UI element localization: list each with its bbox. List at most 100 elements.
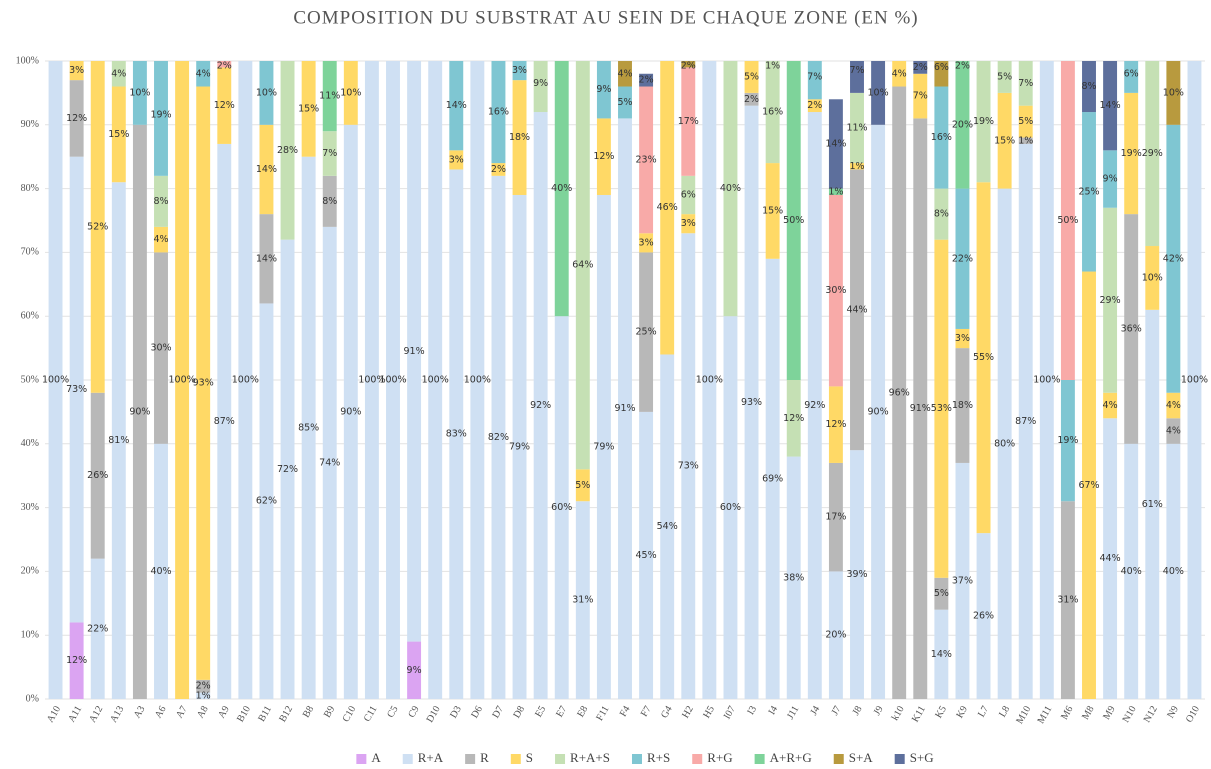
x-tick-label: M8 — [1080, 704, 1096, 722]
x-tick-label: D7 — [490, 704, 506, 720]
data-label: 40% — [1121, 566, 1142, 577]
y-tick-label: 40% — [21, 438, 39, 449]
data-label: 4% — [196, 68, 211, 79]
x-tick-label: A9 — [216, 704, 232, 720]
x-tick-label: I07 — [722, 704, 738, 721]
data-label: 4% — [111, 68, 126, 79]
bar-segment — [259, 124, 274, 215]
data-label: 73% — [678, 461, 699, 472]
bar-segment — [196, 86, 211, 680]
bar-segment — [259, 303, 274, 699]
bar-segment — [1166, 443, 1181, 699]
x-tick-label: L7 — [976, 704, 991, 719]
x-tick-label: B9 — [322, 704, 337, 720]
data-label: 5% — [575, 480, 590, 491]
legend-swatch — [833, 754, 844, 764]
y-tick-label: 70% — [21, 247, 39, 258]
data-label: 3% — [69, 65, 84, 76]
bar-segment — [217, 67, 232, 144]
bar-segment — [322, 61, 337, 132]
data-label: 79% — [509, 441, 530, 452]
bar-segment — [786, 456, 801, 699]
bar-segment — [343, 61, 358, 125]
data-label: 100% — [1181, 375, 1208, 386]
data-label: 53% — [931, 403, 952, 414]
bar-segment — [1166, 124, 1181, 393]
legend-swatch — [894, 754, 905, 764]
x-tick-label: D8 — [511, 704, 527, 720]
data-label: 90% — [129, 406, 150, 417]
bar-segment — [618, 86, 632, 119]
bar-segment — [976, 533, 991, 699]
bar-segment — [807, 99, 822, 113]
x-tick-label: B11 — [256, 704, 274, 724]
data-label: 14% — [446, 100, 467, 111]
bar-segment — [850, 169, 864, 451]
x-tick-label: N10 — [1121, 704, 1139, 724]
bar-segment — [997, 61, 1012, 93]
data-label: 100% — [1033, 375, 1060, 386]
x-tick-label: N12 — [1142, 704, 1160, 724]
bar-segment — [196, 679, 211, 693]
x-tick-label: C9 — [406, 704, 421, 720]
y-tick-label: 80% — [21, 183, 39, 194]
bar-segment — [301, 156, 316, 699]
data-label: 80% — [994, 438, 1015, 449]
data-label: 15% — [994, 135, 1015, 146]
bar-segment — [660, 61, 675, 355]
x-tick-label: A11 — [66, 704, 84, 724]
legend-label: S+G — [910, 750, 934, 765]
data-label: 64% — [572, 260, 593, 271]
bar-segment — [639, 233, 654, 253]
bar-segment — [132, 61, 147, 125]
data-label: 7% — [913, 91, 928, 102]
legend-label: A — [371, 750, 381, 765]
data-label: 2% — [217, 61, 232, 72]
data-label: 5% — [1018, 116, 1033, 127]
data-label: 100% — [232, 375, 259, 386]
data-label: 93% — [741, 397, 762, 408]
bar-segment — [1124, 92, 1139, 215]
data-label: 12% — [825, 419, 846, 430]
bar-segment — [90, 392, 105, 559]
x-tick-label: L8 — [997, 704, 1012, 719]
x-tick-label: D6 — [469, 704, 485, 720]
x-tick-label: D10 — [425, 704, 443, 724]
data-label: 67% — [1078, 480, 1099, 491]
bar-segment — [892, 61, 907, 87]
data-label: 2% — [807, 100, 822, 111]
data-label: 90% — [868, 406, 889, 417]
bar-segment — [407, 641, 422, 699]
data-label: 2% — [681, 61, 696, 72]
data-label: 38% — [783, 572, 804, 583]
data-label: 29% — [1142, 148, 1163, 159]
bar-segment — [1145, 309, 1160, 699]
bar-segment — [491, 61, 506, 164]
bar-segment — [470, 61, 485, 699]
data-label: 31% — [1057, 595, 1078, 606]
data-label: 40% — [551, 183, 572, 194]
bar-segment — [1018, 137, 1033, 144]
bar-segment — [1145, 246, 1160, 310]
bar-segment — [491, 163, 506, 176]
bar-segment — [154, 226, 168, 253]
bar-segment — [111, 182, 126, 699]
bar-segment — [217, 61, 232, 68]
data-label: 6% — [934, 62, 949, 73]
bar-segment — [955, 188, 970, 329]
data-label: 4% — [1166, 400, 1181, 411]
data-label: 25% — [636, 327, 657, 338]
legend-swatch — [692, 754, 703, 764]
bar-segment — [765, 163, 780, 259]
data-label: 40% — [1163, 566, 1184, 577]
data-label: 4% — [1103, 400, 1118, 411]
bar-segment — [48, 61, 63, 699]
legend-label: A+R+G — [770, 750, 812, 765]
data-label: 50% — [783, 215, 804, 226]
x-tick-label: J11 — [785, 704, 801, 721]
x-tick-label: F11 — [594, 704, 611, 723]
legend-label: R — [480, 750, 489, 765]
data-label: 12% — [783, 413, 804, 424]
data-label: 1% — [849, 161, 864, 172]
bar-segment — [618, 61, 632, 87]
